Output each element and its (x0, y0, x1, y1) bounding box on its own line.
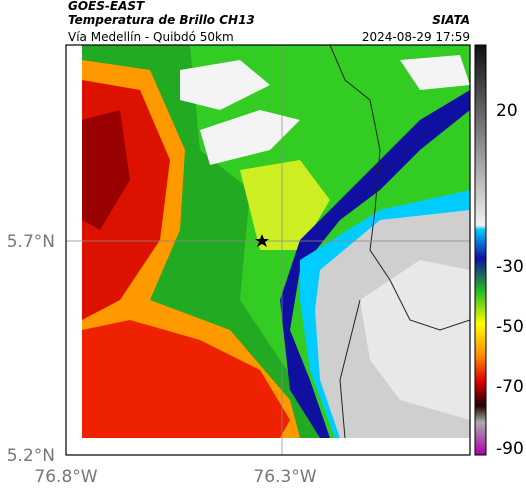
satellite: GOES-EAST (68, 0, 145, 13)
satellite-image (82, 45, 470, 438)
map-frame (65, 44, 471, 456)
colorbar-tick: 20 (496, 101, 518, 121)
lat-label: 5.7°N (7, 232, 55, 252)
datetime: 2024-08-29 17:59 (362, 30, 470, 44)
colorbar-tick: -50 (496, 317, 524, 337)
location-marker (255, 234, 269, 247)
colorbar (474, 44, 487, 456)
colorbar-tick: -30 (496, 257, 524, 277)
colorbar-tick: -90 (496, 439, 524, 459)
lon-label: 76.8°W (34, 467, 97, 487)
lon-label: 76.3°W (253, 467, 316, 487)
lat-label: 5.2°N (7, 446, 55, 466)
route: Vía Medellín - Quibdó 50km (68, 30, 234, 44)
product: Temperatura de Brillo CH13 (68, 13, 255, 27)
colorbar-tick: -70 (496, 377, 524, 397)
source: SIATA (432, 13, 470, 27)
